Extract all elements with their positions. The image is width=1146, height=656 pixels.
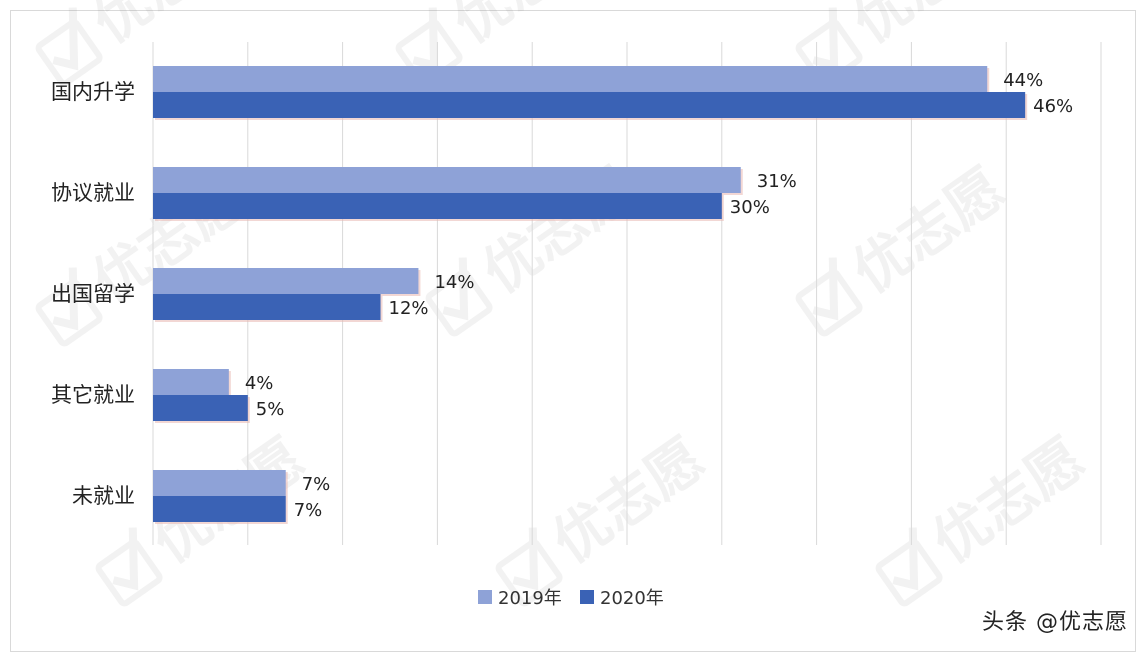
checkmark-icon	[412, 7, 439, 71]
legend-label: 2019年	[498, 588, 562, 609]
watermark-text: 优志愿	[542, 426, 717, 576]
category-label: 其它就业	[51, 383, 135, 407]
bar	[153, 193, 722, 219]
data-label: 31%	[757, 171, 797, 192]
checkmark-box-icon	[35, 279, 103, 347]
checkmark-icon	[52, 267, 79, 331]
data-label: 46%	[1033, 96, 1073, 117]
bar	[153, 66, 988, 92]
data-label: 14%	[434, 272, 474, 293]
checkmark-icon	[442, 257, 469, 321]
watermark: 优志愿	[495, 426, 717, 607]
checkmark-box-icon	[425, 269, 493, 337]
watermark-text: 优志愿	[842, 156, 1017, 306]
watermark: 优志愿	[875, 426, 1097, 607]
checkmark-icon	[112, 527, 139, 591]
bar	[153, 496, 286, 522]
bar	[153, 369, 229, 395]
legend-label: 2020年	[600, 588, 664, 609]
watermark-text: 优志愿	[442, 0, 617, 56]
checkmark-box-icon	[495, 539, 563, 607]
bar	[153, 268, 419, 294]
bar	[153, 294, 381, 320]
checkmark-box-icon	[875, 539, 943, 607]
legend-swatch	[478, 590, 492, 604]
checkmark-icon	[52, 7, 79, 71]
bar	[153, 167, 741, 193]
watermark-text: 优志愿	[82, 0, 257, 56]
data-label: 30%	[730, 197, 770, 218]
source-label: 头条 @优志愿	[982, 610, 1128, 635]
checkmark-icon	[812, 257, 839, 321]
data-label: 5%	[256, 399, 285, 420]
checkmark-icon	[512, 527, 539, 591]
checkmark-box-icon	[95, 539, 163, 607]
data-label: 12%	[389, 298, 429, 319]
data-label: 4%	[245, 373, 274, 394]
bar	[153, 395, 248, 421]
category-label: 协议就业	[51, 181, 135, 205]
data-label: 7%	[294, 500, 323, 521]
checkmark-icon	[812, 7, 839, 71]
data-label: 44%	[1003, 70, 1043, 91]
data-label: 7%	[302, 474, 331, 495]
watermark-text: 优志愿	[842, 0, 1017, 56]
bar	[153, 470, 286, 496]
checkmark-box-icon	[35, 19, 103, 87]
category-label: 未就业	[72, 484, 135, 508]
chart-frame	[10, 10, 1136, 652]
checkmark-box-icon	[795, 269, 863, 337]
checkmark-icon	[892, 527, 919, 591]
watermark-text: 优志愿	[922, 426, 1097, 576]
watermark: 优志愿	[795, 156, 1017, 337]
bar	[153, 92, 1026, 118]
category-label: 出国留学	[51, 282, 135, 306]
category-label: 国内升学	[51, 80, 135, 104]
legend-swatch	[580, 590, 594, 604]
